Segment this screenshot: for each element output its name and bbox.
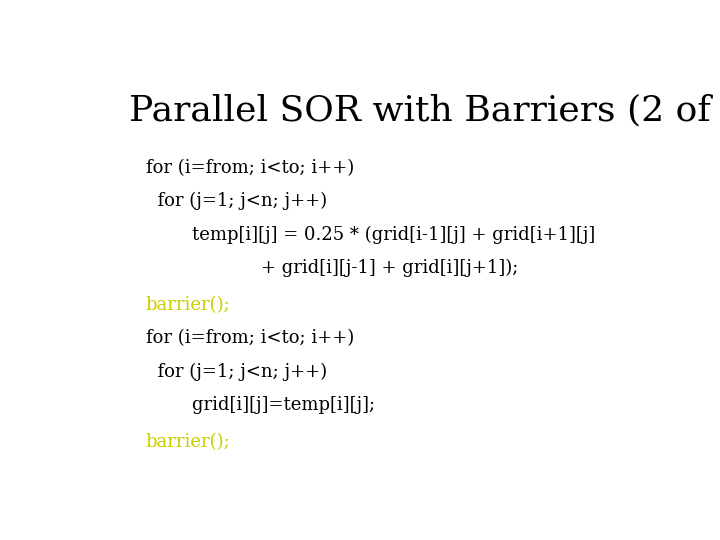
Text: for (j=1; j<n; j++): for (j=1; j<n; j++) xyxy=(145,362,327,381)
Text: for (j=1; j<n; j++): for (j=1; j<n; j++) xyxy=(145,192,327,210)
Text: + grid[i][j-1] + grid[i][j+1]);: + grid[i][j-1] + grid[i][j+1]); xyxy=(145,259,518,277)
Text: for (i=from; i<to; i++): for (i=from; i<to; i++) xyxy=(145,329,354,348)
Text: barrier();: barrier(); xyxy=(145,296,230,314)
Text: temp[i][j] = 0.25 * (grid[i-1][j] + grid[i+1][j]: temp[i][j] = 0.25 * (grid[i-1][j] + grid… xyxy=(145,225,595,244)
Text: barrier();: barrier(); xyxy=(145,434,230,451)
Text: Parallel SOR with Barriers (2 of 2): Parallel SOR with Barriers (2 of 2) xyxy=(129,94,720,128)
Text: grid[i][j]=temp[i][j];: grid[i][j]=temp[i][j]; xyxy=(145,396,375,414)
Text: for (i=from; i<to; i++): for (i=from; i<to; i++) xyxy=(145,159,354,177)
